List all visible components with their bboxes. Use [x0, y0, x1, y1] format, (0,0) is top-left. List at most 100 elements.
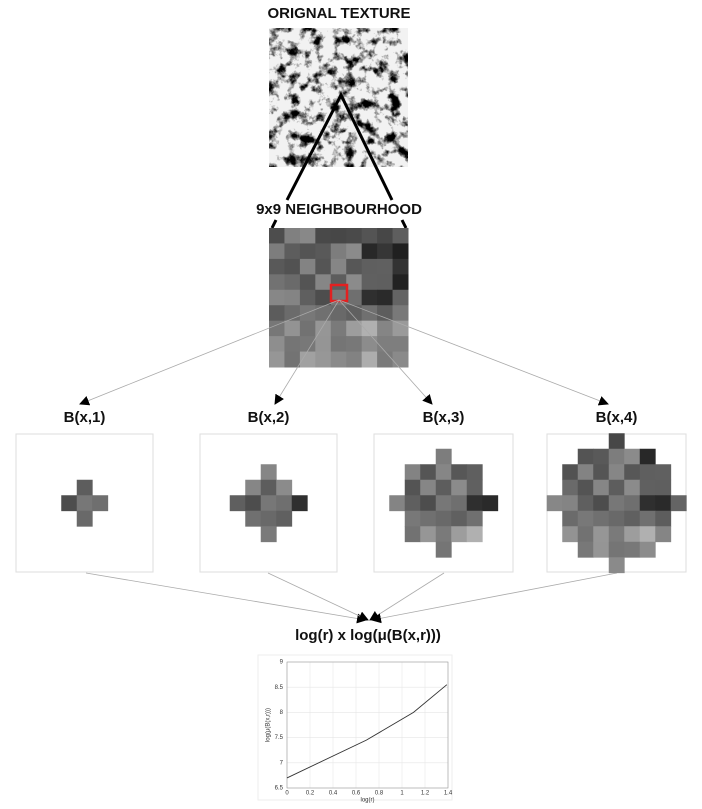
pixel [331, 336, 347, 352]
pixel [393, 352, 409, 368]
x-axis-label: log(r) [360, 798, 374, 804]
ball-pixel [593, 511, 609, 527]
ball-pixel [593, 449, 609, 465]
ball-pixel [609, 542, 625, 558]
ball-pixel [261, 495, 277, 511]
pixel [362, 290, 378, 306]
pixel [346, 259, 362, 275]
pixel [393, 290, 409, 306]
ball-pixel [436, 480, 452, 496]
ball-pixel [624, 449, 640, 465]
ball-pixel [451, 480, 467, 496]
plot-title: log(r) x log(μ(B(x,r))) [295, 627, 441, 644]
x-tick-label: 1.2 [421, 791, 430, 797]
pixel [284, 352, 300, 368]
pixel [315, 290, 331, 306]
pixel [362, 274, 378, 290]
pixel [269, 243, 285, 259]
ball-pixel [292, 495, 308, 511]
ball-pixel [467, 495, 483, 511]
pixel [393, 274, 409, 290]
pixel [377, 336, 393, 352]
pixel [315, 305, 331, 321]
ball-pixel [578, 464, 594, 480]
pixel [346, 336, 362, 352]
pixel [331, 290, 347, 306]
ball-pixel [436, 542, 452, 558]
pixel [269, 336, 285, 352]
pixel [377, 259, 393, 275]
ball-pixel [261, 511, 277, 527]
ball-pixel [436, 495, 452, 511]
ball-pixel [640, 526, 656, 542]
ball-pixel [77, 480, 93, 496]
pixel [300, 243, 316, 259]
ball-pixel [640, 495, 656, 511]
balls: B(x,1)B(x,2)B(x,3)B(x,4) [16, 409, 687, 573]
ball-pixel [405, 526, 421, 542]
ball-pixel [562, 511, 578, 527]
ball-pixel [640, 511, 656, 527]
texture-title: ORIGNAL TEXTURE [267, 5, 410, 22]
ball-pixel [482, 495, 498, 511]
ball-pixel [562, 526, 578, 542]
pixel [315, 228, 331, 244]
pixel [362, 336, 378, 352]
ball-pixel [578, 449, 594, 465]
x-tick-label: 0.2 [306, 791, 315, 797]
pixel [393, 305, 409, 321]
ball-pixel [655, 511, 671, 527]
ball-pixel [77, 495, 93, 511]
ball-pixel [609, 511, 625, 527]
pixel [377, 274, 393, 290]
pixel [284, 259, 300, 275]
ball-pixel [578, 480, 594, 496]
ball-pixel [593, 526, 609, 542]
ball-pixel [451, 495, 467, 511]
pixel [300, 290, 316, 306]
ball-pixel [593, 480, 609, 496]
ball-pixel [451, 511, 467, 527]
ball-pixel [405, 495, 421, 511]
ball-pixel [420, 464, 436, 480]
pixel [284, 274, 300, 290]
ball-pixel [655, 495, 671, 511]
ball-pixel [609, 433, 625, 449]
x-tick-label: 0.6 [352, 791, 361, 797]
ball-pixel [624, 526, 640, 542]
ball-pixel [467, 526, 483, 542]
diagram: ORIGNAL TEXTURE 9x9 NEIGHBOURHOOD B(x,1)… [0, 0, 702, 804]
ball-pixel [467, 480, 483, 496]
ball-pixel [451, 464, 467, 480]
pixel [362, 352, 378, 368]
y-tick-label: 6.5 [275, 786, 284, 792]
pixel [269, 259, 285, 275]
pixel [331, 305, 347, 321]
pixel [393, 228, 409, 244]
ball-label: B(x,1) [64, 409, 106, 426]
ball-pixel [562, 480, 578, 496]
pixel [362, 228, 378, 244]
ball-pixel [671, 495, 687, 511]
ball-pixel [562, 495, 578, 511]
ball-pixel [640, 449, 656, 465]
zoom-line [402, 220, 406, 228]
pixel [362, 305, 378, 321]
ball-label: B(x,3) [423, 409, 465, 426]
ball-pixel [547, 495, 563, 511]
pixel [269, 228, 285, 244]
pixel [300, 305, 316, 321]
pixel [331, 243, 347, 259]
ball-pixel [467, 511, 483, 527]
ball-pixel [436, 511, 452, 527]
ball-pixel [245, 480, 261, 496]
ball-pixel [276, 495, 292, 511]
ball-pixel [77, 511, 93, 527]
ball-pixel [230, 495, 246, 511]
ball-pixel [389, 495, 405, 511]
ball-pixel [609, 526, 625, 542]
pixel [315, 259, 331, 275]
pixel [269, 290, 285, 306]
pixel [284, 321, 300, 337]
x-tick-label: 0.4 [329, 791, 338, 797]
